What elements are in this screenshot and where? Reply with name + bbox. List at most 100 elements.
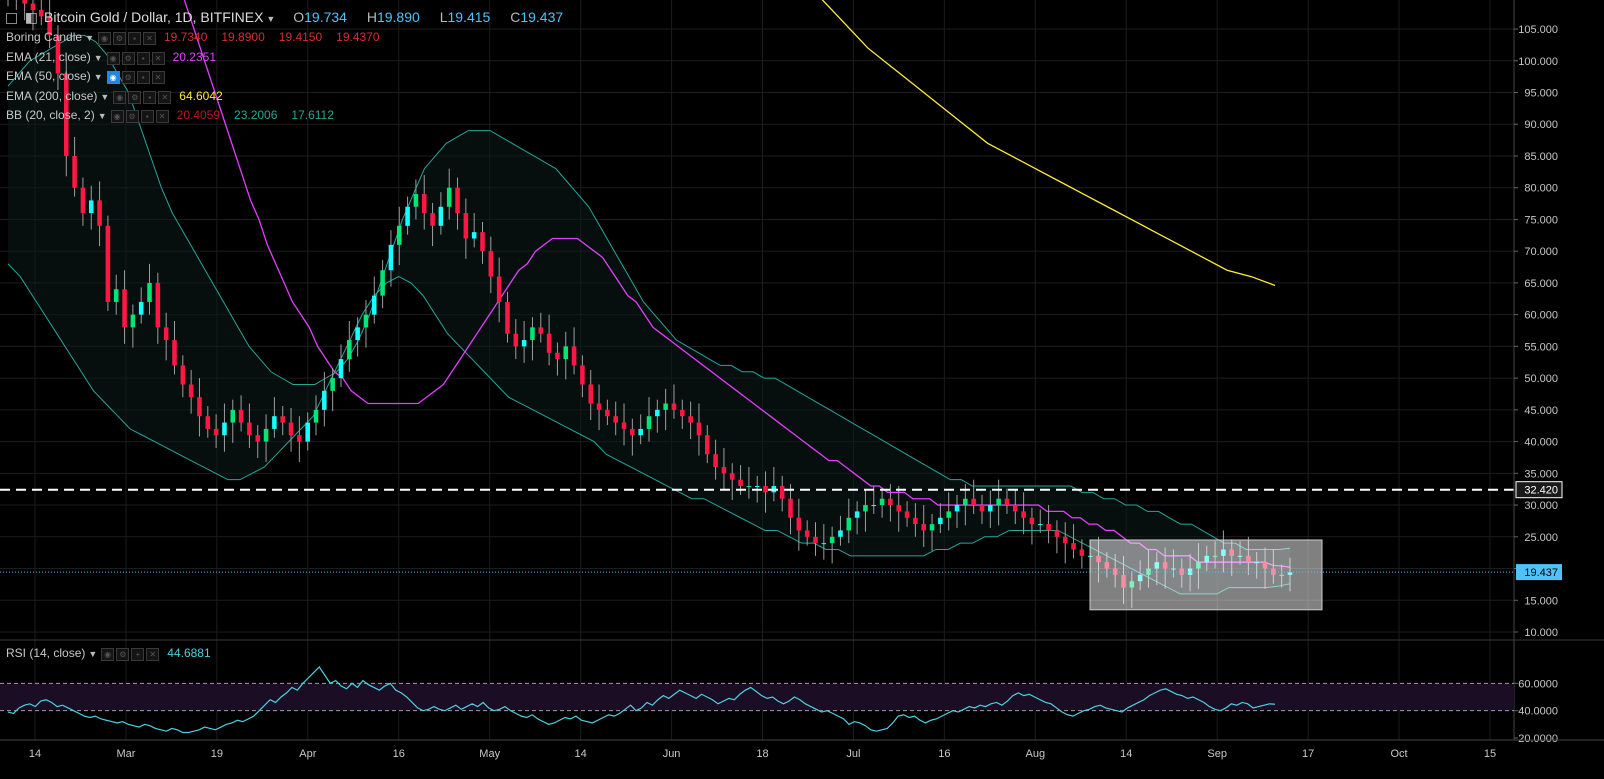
eye-icon[interactable]: ◉: [106, 70, 120, 84]
price-tick-label: 100.000: [1518, 56, 1558, 68]
marker-line-badge: [1515, 481, 1563, 499]
gear-icon[interactable]: ⚙: [125, 109, 139, 123]
rsi-tick-label: 60.0000: [1518, 678, 1558, 690]
chevron-down-icon[interactable]: ▼: [85, 33, 94, 43]
candle-body: [638, 428, 643, 436]
candle-body: [804, 530, 810, 537]
more-icon[interactable]: ▪: [143, 90, 157, 104]
gear-icon[interactable]: ⚙: [116, 647, 130, 661]
chevron-down-icon[interactable]: ▼: [88, 649, 98, 659]
ohlc-open-value: 19.734: [304, 9, 347, 25]
candle-body: [713, 454, 718, 467]
indicator-name[interactable]: Boring Candle: [6, 30, 83, 44]
close-icon[interactable]: ✕: [146, 647, 160, 661]
indicator-controls: ◉ ⚙ ▪ ✕: [110, 109, 171, 123]
time-tick-label: Apr: [299, 748, 316, 760]
candle-body: [521, 340, 527, 347]
indicator-controls: ◉ ⚙ ▪ ✕: [106, 70, 167, 84]
candle-body: [888, 498, 893, 506]
chevron-down-icon[interactable]: ▼: [93, 72, 103, 82]
indicator-value: 64.6042: [179, 89, 223, 103]
candle-body: [122, 289, 127, 328]
candle-body: [372, 295, 377, 315]
ohlc-high-value: 19.890: [376, 9, 420, 25]
eye-icon[interactable]: ◉: [110, 109, 124, 123]
chevron-down-icon[interactable]: ▼: [100, 92, 110, 102]
eye-icon[interactable]: ◉: [113, 90, 127, 104]
more-icon[interactable]: ▪: [127, 31, 141, 45]
price-tick-label: 95.000: [1524, 88, 1558, 100]
candle-body: [996, 498, 1001, 506]
chevron-down-icon[interactable]: ▼: [266, 14, 276, 24]
eye-icon[interactable]: ◉: [106, 51, 120, 65]
indicator-name[interactable]: EMA (21, close): [6, 50, 91, 64]
candle-body: [563, 346, 569, 360]
gear-icon[interactable]: ⚙: [128, 90, 142, 104]
candle-body: [946, 511, 951, 518]
candle-body: [821, 543, 827, 545]
more-icon[interactable]: ▪: [140, 109, 154, 123]
indicator-value: 23.2006: [234, 108, 278, 122]
candle-body: [1013, 505, 1018, 512]
indicator-value: 20.2351: [172, 50, 217, 64]
candle-body: [421, 194, 427, 214]
candle-body: [455, 187, 460, 214]
more-icon[interactable]: ▪: [136, 51, 150, 65]
candle-body: [247, 422, 252, 436]
chevron-down-icon[interactable]: ▼: [93, 53, 103, 63]
bar-style-icon[interactable]: ◧: [24, 9, 39, 25]
candle-body: [263, 428, 269, 442]
time-tick-label: 17: [1302, 748, 1314, 760]
candle-body: [513, 333, 519, 347]
candle-body: [430, 213, 435, 226]
candle-body: [846, 517, 852, 531]
rsi-name[interactable]: RSI (14, close): [6, 646, 86, 660]
close-icon[interactable]: ✕: [155, 109, 169, 123]
gear-icon[interactable]: ⚙: [121, 51, 135, 65]
indicator-row[interactable]: BB (20, close, 2) ▼ ◉ ⚙ ▪ ✕ 20.4059 23.2006 17.6…: [6, 108, 348, 123]
eye-icon[interactable]: ◉: [101, 647, 115, 661]
candle-body: [288, 422, 294, 436]
candle-body: [788, 498, 793, 518]
price-tick-label: 70.000: [1524, 246, 1558, 258]
indicator-row[interactable]: EMA (50, close) ▼ ◉ ⚙ ▪ ✕: [6, 69, 173, 84]
gear-icon[interactable]: ⚙: [112, 31, 126, 45]
price-tick-label: 25.000: [1524, 532, 1558, 544]
chevron-down-icon[interactable]: ▼: [97, 111, 107, 121]
candle-body: [197, 397, 202, 417]
rsi-controls: ◉ ⚙ + ✕: [101, 647, 161, 661]
plus-icon[interactable]: +: [131, 647, 145, 661]
indicator-row[interactable]: EMA (21, close) ▼ ◉ ⚙ ▪ ✕ 20.2351: [6, 50, 230, 65]
more-icon[interactable]: ▪: [136, 70, 150, 84]
ohlc-close-value: 19.437: [520, 9, 564, 25]
rsi-line: [7, 665, 1276, 734]
gear-icon[interactable]: ⚙: [121, 70, 135, 84]
indicator-name[interactable]: BB (20, close, 2): [6, 108, 95, 122]
close-icon[interactable]: ✕: [151, 70, 165, 84]
close-icon[interactable]: ✕: [158, 90, 172, 104]
collapse-icon[interactable]: [6, 12, 17, 24]
eye-icon[interactable]: ◉: [97, 31, 111, 45]
close-icon[interactable]: ✕: [151, 51, 165, 65]
symbol-title[interactable]: Bitcoin Gold / Dollar, 1D, BITFINEX: [44, 9, 264, 25]
time-tick-label: Jun: [663, 748, 681, 760]
time-tick-label: May: [479, 748, 500, 760]
candle-body: [871, 505, 877, 507]
candle-body: [729, 473, 735, 480]
indicator-name[interactable]: EMA (200, close): [6, 89, 98, 103]
candle-body: [97, 200, 102, 226]
candle-body: [188, 384, 194, 398]
price-tick-label: 40.000: [1524, 437, 1558, 449]
highlight-rectangle[interactable]: [1089, 539, 1323, 611]
time-tick-label: 18: [756, 748, 768, 760]
indicator-name[interactable]: EMA (50, close): [6, 69, 91, 83]
candle-body: [1046, 524, 1051, 531]
indicator-row[interactable]: Boring Candle ▼ ◉ ⚙ ▪ ✕ 19.7340 19.8900 19.4150 1…: [6, 30, 394, 45]
close-icon[interactable]: ✕: [142, 31, 156, 45]
time-tick-label: 14: [575, 748, 587, 760]
candle-body: [446, 187, 452, 207]
rsi-legend-row[interactable]: RSI (14, close) ▼ ◉ ⚙ + ✕ 44.6881: [6, 646, 211, 661]
candle-body: [688, 416, 693, 423]
indicator-row[interactable]: EMA (200, close) ▼ ◉ ⚙ ▪ ✕ 64.6042: [6, 89, 237, 104]
